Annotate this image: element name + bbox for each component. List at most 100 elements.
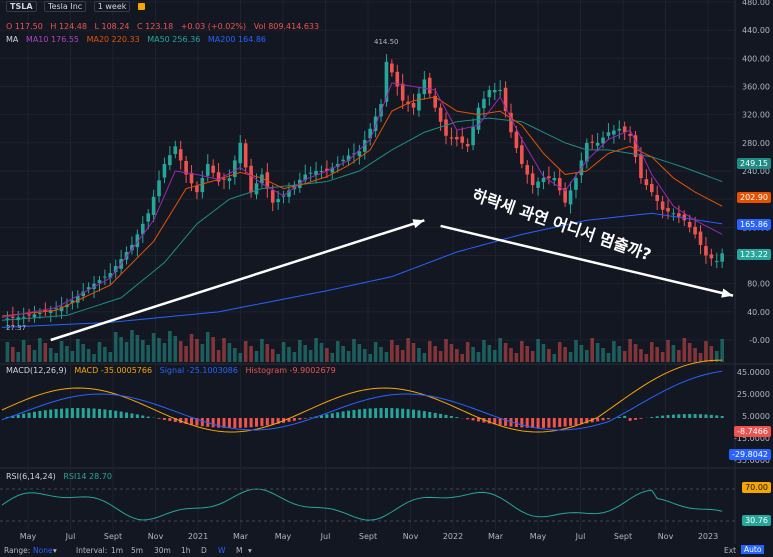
volume-bar (612, 341, 616, 362)
ma200-price-label: 165.86 (737, 219, 771, 230)
volume-bar (682, 338, 687, 362)
x-tick: Jul (65, 532, 76, 541)
ma-legend: MA MA10 176.55 MA20 220.33 MA50 256.36 M… (6, 35, 271, 44)
candle-body (628, 133, 632, 136)
macd-histogram-bar (92, 408, 96, 418)
chevron-down-icon[interactable]: ▾ (248, 546, 252, 555)
macd-histogram-bar (341, 411, 345, 418)
candle-body (65, 304, 69, 308)
volume-bar (547, 349, 551, 362)
candle-body (195, 185, 199, 193)
candle-body (547, 176, 551, 179)
macd-histogram-bar (379, 408, 383, 418)
interval-w[interactable]: W (218, 546, 226, 555)
macd-histogram-bar (547, 418, 551, 428)
candle-body (655, 194, 659, 201)
macd-histogram-bar (428, 411, 432, 418)
macd-histogram-bar (65, 408, 69, 418)
candle-body (698, 231, 703, 245)
volume-bar (130, 330, 134, 362)
candle-body (601, 137, 605, 144)
macd-histogram-bar (211, 418, 215, 428)
candle-body (113, 266, 118, 272)
candle-body (373, 116, 378, 132)
volume-bar (113, 332, 118, 362)
macd-histogram-bar (639, 418, 643, 419)
volume-bar (455, 349, 459, 362)
candle-body (325, 168, 329, 171)
candle-body (720, 253, 724, 262)
chevron-down-icon[interactable]: ▾ (53, 546, 57, 555)
ma50-line (1, 117, 723, 321)
settings-icon[interactable] (137, 3, 145, 10)
auto-toggle[interactable]: Auto (741, 545, 765, 554)
annotation-text: 하락세 과연 어디서 멈출까? (470, 185, 654, 264)
x-tick: Sept (614, 532, 632, 541)
candle-body (677, 213, 681, 217)
volume-bar (714, 351, 719, 362)
volume-bar (639, 349, 643, 362)
candle-body (76, 295, 80, 303)
volume-bar (189, 334, 194, 362)
candle-body (162, 163, 167, 178)
volume-bar (395, 345, 400, 362)
interval-d[interactable]: D (201, 546, 207, 555)
volume-bar (698, 353, 703, 362)
candle-body (92, 283, 96, 289)
candle-body (346, 155, 351, 161)
volume-bar (216, 350, 221, 362)
candle-body (460, 136, 465, 143)
macd-histogram-bar (623, 415, 627, 418)
candle-body (606, 132, 611, 136)
interval-chip[interactable]: 1 week (93, 1, 131, 12)
volume-bar (400, 350, 405, 362)
candle-body (557, 178, 562, 191)
interval-1h[interactable]: 1h (181, 546, 191, 555)
volume-bar (173, 336, 178, 362)
volume-bar (86, 349, 91, 362)
candle-body (276, 199, 280, 203)
ticker[interactable]: TSLA (6, 1, 37, 12)
candle-body (173, 146, 178, 155)
interval-5m[interactable]: 5m (131, 546, 144, 555)
candle-body (140, 223, 145, 235)
candle-body (482, 98, 486, 109)
volume-bar (195, 339, 199, 362)
signal-value: Signal -25.1003086 (159, 366, 238, 375)
candle-body (568, 190, 573, 205)
candle-body (146, 213, 150, 222)
ext-toggle[interactable]: Ext (724, 546, 737, 555)
volume-bar (76, 339, 80, 362)
x-tick: 2022 (443, 532, 463, 541)
candle-body (536, 181, 540, 188)
macd-histogram-bar (406, 409, 410, 418)
macd-tick: 45.0000 (737, 368, 770, 377)
macd-histogram-bar (347, 410, 351, 418)
candle-body (97, 280, 102, 284)
price-tick: 80.00 (747, 280, 770, 289)
candle-body (411, 102, 416, 108)
volume-bar (460, 354, 465, 362)
macd-histogram-bar (130, 413, 134, 418)
volume-bar (81, 344, 86, 362)
candle-body (633, 135, 638, 157)
rsi14-value: RSI14 28.70 (63, 472, 112, 481)
candle-body (660, 201, 665, 210)
macd-histogram-bar (504, 418, 508, 426)
macd-histogram-bar (390, 408, 394, 418)
macd-histogram-bar (699, 414, 703, 418)
macd-histogram-bar (520, 418, 524, 428)
interval-30m[interactable]: 30m (154, 546, 171, 555)
volume-bar (362, 349, 367, 362)
interval-1m[interactable]: 1m (111, 546, 124, 555)
macd-histogram-bar (466, 418, 470, 420)
macd-histogram-bar (190, 418, 194, 425)
candle-body (525, 165, 530, 175)
macd-histogram-bar (401, 408, 405, 418)
candle-body (622, 126, 627, 133)
price-tick: 240.00 (742, 167, 770, 176)
range-select[interactable]: None (33, 546, 53, 555)
interval-m[interactable]: M (236, 546, 243, 555)
macd-histogram-bar (81, 408, 85, 418)
